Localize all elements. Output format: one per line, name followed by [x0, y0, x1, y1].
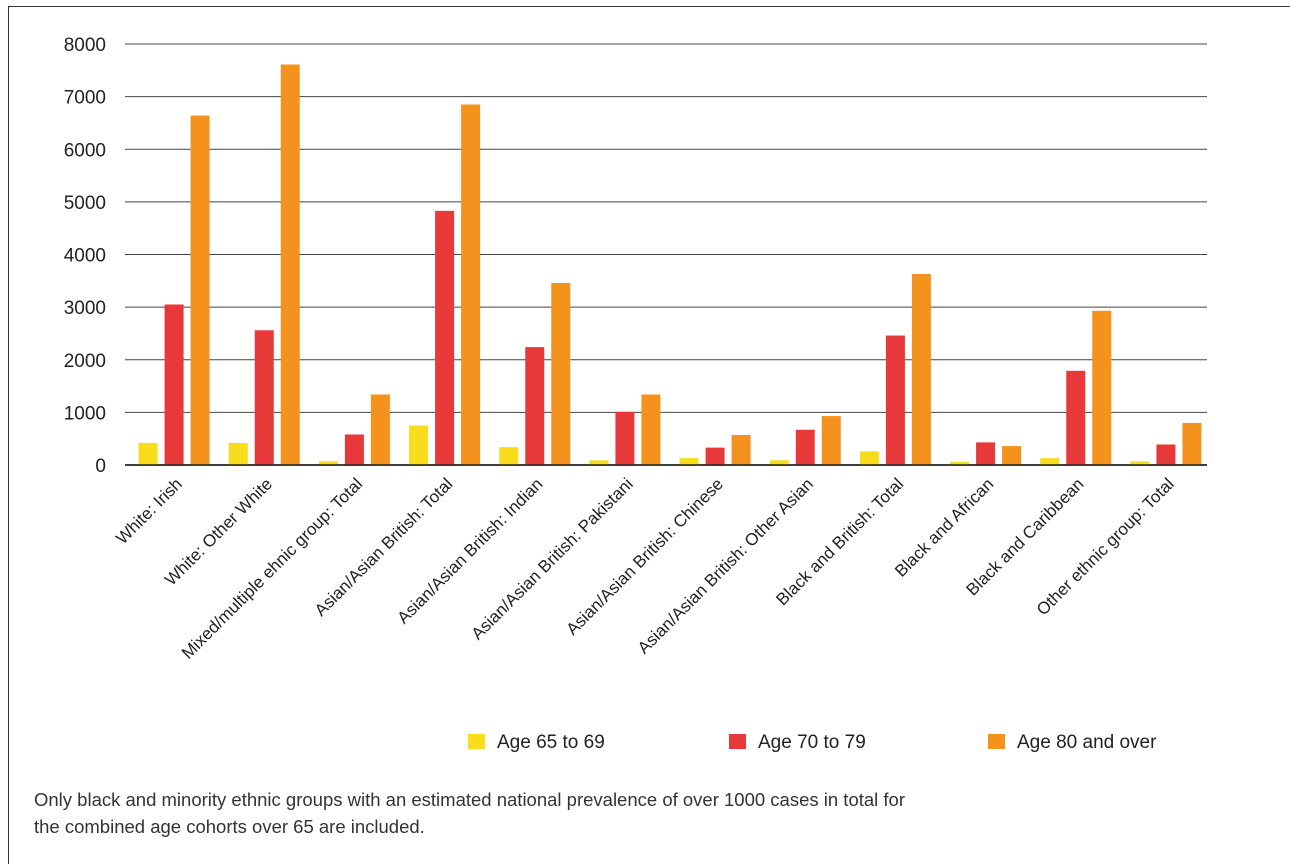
bar-1 — [409, 425, 429, 465]
bar-3 — [731, 435, 751, 465]
bar-3 — [911, 273, 931, 465]
legend-swatch — [988, 734, 1005, 749]
bar-3 — [641, 394, 661, 465]
bar-2 — [615, 411, 635, 465]
legend-label: Age 65 to 69 — [497, 732, 605, 753]
x-tick-label: Black and African — [891, 474, 997, 580]
bar-2 — [254, 330, 274, 465]
y-tick-label: 0 — [95, 456, 106, 477]
y-tick-label: 5000 — [64, 193, 106, 214]
footnote-line-2: the combined age cohorts over 65 are inc… — [34, 816, 425, 837]
y-tick-label: 2000 — [64, 351, 106, 372]
chart-frame — [8, 6, 1290, 864]
bar-3 — [280, 64, 300, 466]
legend-swatch — [729, 734, 746, 749]
bar-3 — [551, 282, 571, 465]
bar-3 — [461, 104, 481, 466]
bar-1 — [138, 442, 158, 465]
x-tick-label: Asian/Asian British: Chinese — [562, 474, 726, 638]
bar-3 — [190, 115, 210, 465]
footnote: Only black and minority ethnic groups wi… — [34, 786, 1214, 840]
bar-2 — [525, 347, 545, 465]
x-tick-label: White: Irish — [112, 474, 186, 548]
bar-1 — [859, 451, 879, 465]
bar-3 — [1182, 422, 1202, 465]
bars — [125, 64, 1207, 466]
bar-3 — [1002, 446, 1022, 465]
y-tick-label: 1000 — [64, 403, 106, 424]
x-tick-label: Asian/Asian British: Other Asian — [634, 474, 817, 657]
bar-2 — [885, 335, 905, 465]
x-tick-label: Asian/Asian British: Indian — [393, 474, 546, 627]
bar-3 — [821, 416, 841, 465]
bar-3 — [1092, 310, 1112, 465]
legend-label: Age 70 to 79 — [758, 732, 866, 753]
y-tick-label: 7000 — [64, 88, 106, 109]
bar-2 — [1066, 370, 1086, 465]
legend-swatch — [468, 734, 485, 749]
y-tick-label: 3000 — [64, 298, 106, 319]
bar-1 — [318, 461, 338, 465]
bar-1 — [589, 460, 609, 465]
bar-3 — [370, 394, 390, 465]
y-axis-ticks: 8000 7000 6000 5000 4000 3000 2000 1000 0 — [64, 35, 106, 477]
legend: Age 65 to 69 Age 70 to 79 Age 80 and over — [468, 732, 1157, 753]
bar-2 — [976, 442, 996, 465]
bar-1 — [769, 460, 789, 465]
bar-1 — [228, 442, 248, 465]
bar-1 — [1130, 461, 1150, 465]
bar-2 — [435, 210, 455, 465]
y-tick-label: 6000 — [64, 140, 106, 161]
bar-chart: 8000 7000 6000 5000 4000 3000 2000 1000 0 White:… — [64, 35, 1207, 753]
bar-1 — [1040, 458, 1060, 465]
legend-item: Age 80 and over — [988, 732, 1157, 753]
legend-item: Age 70 to 79 — [729, 732, 866, 753]
bar-2 — [1156, 444, 1176, 465]
bar-2 — [795, 429, 815, 465]
bar-1 — [950, 461, 970, 465]
y-tick-label: 8000 — [64, 35, 106, 56]
y-tick-label: 4000 — [64, 246, 106, 267]
legend-item: Age 65 to 69 — [468, 732, 605, 753]
x-tick-label: Asian/Asian British: Pakistani — [468, 474, 637, 643]
legend-label: Age 80 and over — [1017, 732, 1157, 753]
bar-2 — [344, 434, 364, 465]
bar-1 — [679, 458, 699, 465]
x-tick-label: Mixed/multiple ehnic group: Total — [178, 474, 366, 662]
footnote-line-1: Only black and minority ethnic groups wi… — [34, 789, 906, 810]
bar-1 — [499, 447, 519, 465]
bar-2 — [705, 447, 725, 465]
bar-2 — [164, 304, 184, 465]
